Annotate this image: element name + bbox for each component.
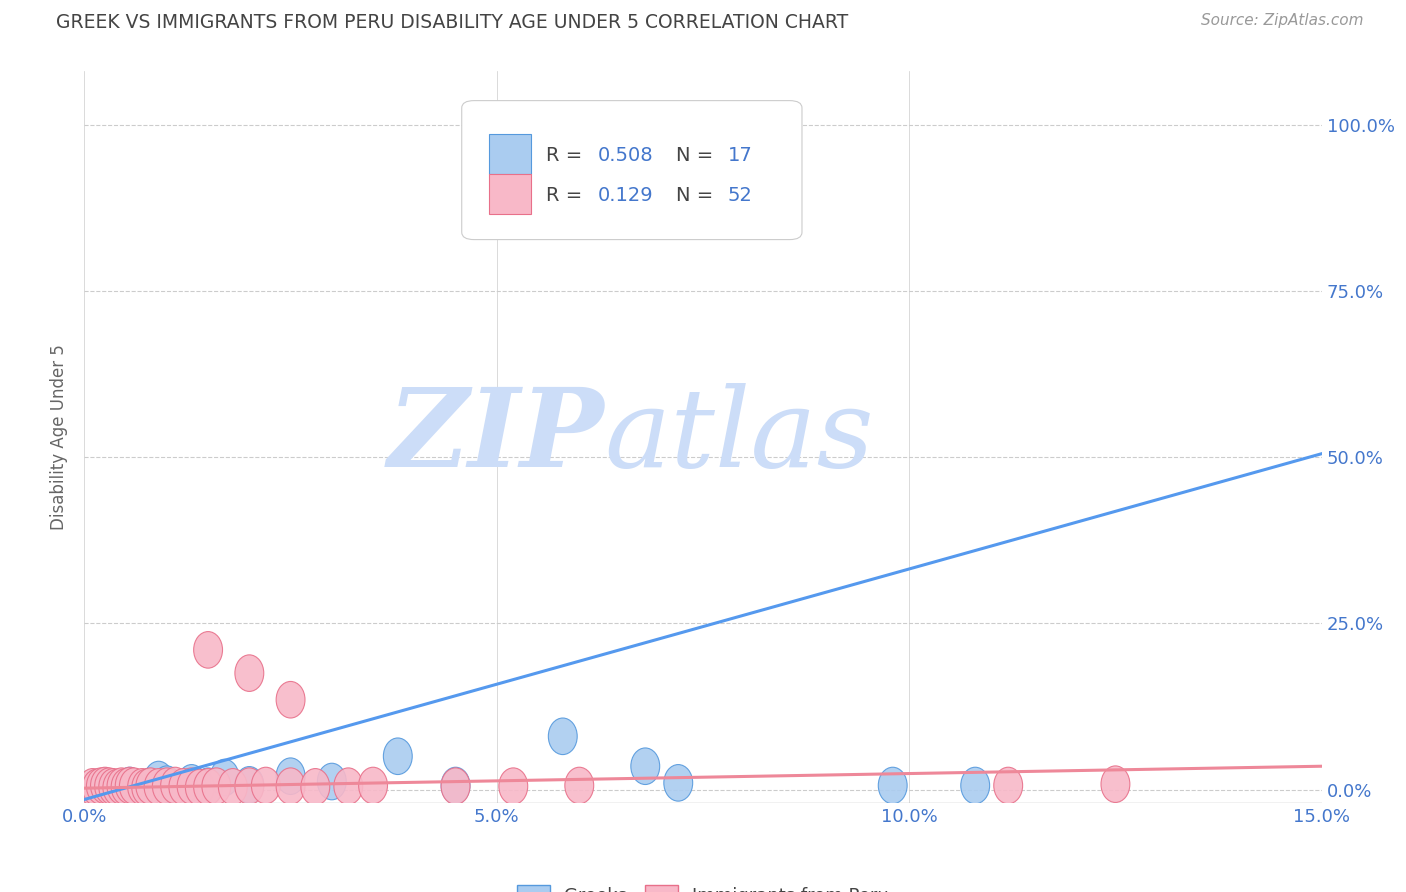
Ellipse shape	[120, 769, 148, 805]
Ellipse shape	[960, 767, 990, 804]
Ellipse shape	[276, 768, 305, 805]
Ellipse shape	[359, 767, 388, 804]
Ellipse shape	[98, 770, 128, 806]
Ellipse shape	[276, 681, 305, 718]
Ellipse shape	[209, 759, 239, 796]
Text: R =: R =	[546, 146, 588, 165]
Ellipse shape	[136, 768, 165, 805]
Ellipse shape	[235, 768, 264, 805]
Ellipse shape	[115, 767, 145, 804]
Ellipse shape	[145, 769, 173, 805]
Legend: Greeks, Immigrants from Peru: Greeks, Immigrants from Peru	[510, 878, 896, 892]
FancyBboxPatch shape	[489, 134, 531, 174]
Ellipse shape	[441, 768, 470, 805]
Ellipse shape	[565, 767, 593, 804]
Text: 0.508: 0.508	[598, 146, 654, 165]
Ellipse shape	[160, 767, 190, 804]
Text: atlas: atlas	[605, 384, 873, 491]
Text: ZIP: ZIP	[388, 384, 605, 491]
Ellipse shape	[548, 718, 578, 755]
Ellipse shape	[235, 766, 264, 803]
Text: N =: N =	[676, 146, 720, 165]
Ellipse shape	[83, 769, 111, 805]
Ellipse shape	[235, 655, 264, 691]
Ellipse shape	[664, 764, 693, 801]
Ellipse shape	[107, 768, 136, 805]
Ellipse shape	[120, 768, 148, 805]
Ellipse shape	[136, 768, 165, 805]
Text: GREEK VS IMMIGRANTS FROM PERU DISABILITY AGE UNDER 5 CORRELATION CHART: GREEK VS IMMIGRANTS FROM PERU DISABILITY…	[56, 13, 848, 32]
FancyBboxPatch shape	[489, 174, 531, 214]
Ellipse shape	[186, 769, 214, 805]
Ellipse shape	[202, 768, 231, 805]
Ellipse shape	[499, 768, 527, 805]
Ellipse shape	[664, 106, 693, 143]
Ellipse shape	[177, 768, 207, 805]
Ellipse shape	[194, 769, 222, 805]
Ellipse shape	[177, 764, 207, 801]
Ellipse shape	[384, 738, 412, 774]
Ellipse shape	[318, 764, 346, 800]
Ellipse shape	[152, 768, 181, 805]
Ellipse shape	[145, 761, 173, 797]
Ellipse shape	[79, 769, 107, 805]
Ellipse shape	[441, 767, 470, 804]
Ellipse shape	[94, 768, 124, 805]
Ellipse shape	[86, 768, 115, 805]
Ellipse shape	[252, 767, 280, 804]
Ellipse shape	[879, 767, 907, 804]
Ellipse shape	[90, 768, 120, 805]
Ellipse shape	[132, 769, 160, 805]
Ellipse shape	[90, 767, 120, 804]
Ellipse shape	[169, 769, 198, 805]
Y-axis label: Disability Age Under 5: Disability Age Under 5	[51, 344, 69, 530]
Ellipse shape	[98, 769, 128, 805]
Ellipse shape	[276, 758, 305, 795]
Text: 52: 52	[728, 186, 752, 205]
Ellipse shape	[152, 766, 181, 803]
FancyBboxPatch shape	[461, 101, 801, 240]
Ellipse shape	[83, 769, 111, 805]
Ellipse shape	[631, 747, 659, 785]
Ellipse shape	[333, 768, 363, 805]
Ellipse shape	[1101, 766, 1130, 803]
Ellipse shape	[218, 769, 247, 805]
Text: R =: R =	[546, 186, 595, 205]
Ellipse shape	[194, 768, 222, 805]
Text: N =: N =	[676, 186, 720, 205]
Text: 17: 17	[728, 146, 752, 165]
Ellipse shape	[194, 632, 222, 668]
Text: Source: ZipAtlas.com: Source: ZipAtlas.com	[1201, 13, 1364, 29]
Ellipse shape	[128, 769, 156, 805]
Text: 0.129: 0.129	[598, 186, 654, 205]
Ellipse shape	[301, 769, 330, 805]
Ellipse shape	[994, 767, 1022, 804]
Ellipse shape	[103, 769, 132, 805]
Ellipse shape	[115, 767, 145, 804]
Ellipse shape	[111, 769, 141, 805]
